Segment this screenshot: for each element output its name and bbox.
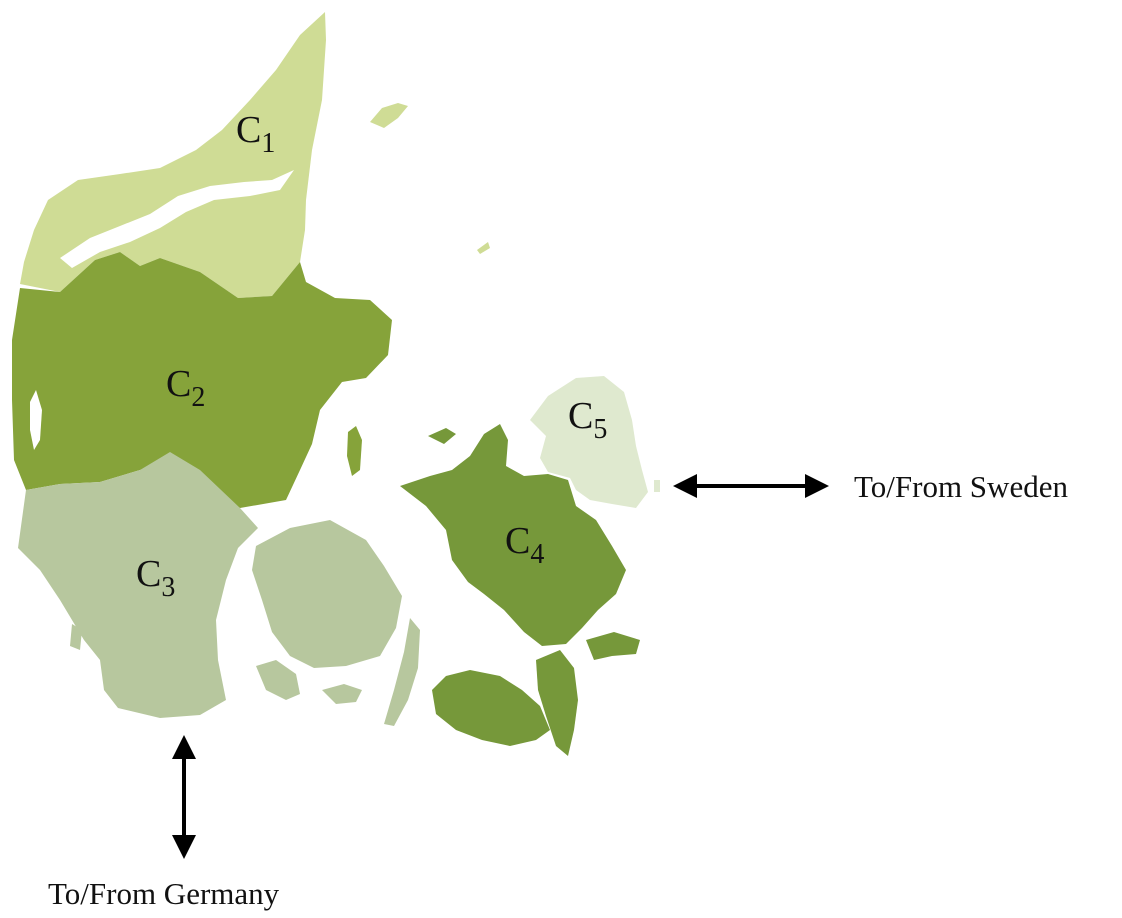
sweden-arrow-left-head xyxy=(673,474,697,498)
island-als xyxy=(256,660,300,700)
region-c5 xyxy=(530,376,660,508)
region-c3-shape xyxy=(18,452,258,718)
region-label-c5-index: 5 xyxy=(593,414,607,445)
region-label-c5: C5 xyxy=(568,395,607,445)
region-label-c4: C4 xyxy=(505,520,544,570)
region-label-c3: C3 xyxy=(136,553,175,603)
region-label-c2-letter: C xyxy=(166,363,191,405)
island-langeland xyxy=(384,618,420,726)
island-bornholm-marker xyxy=(654,480,660,492)
region-label-c1-index: 1 xyxy=(261,128,275,159)
region-label-c2: C2 xyxy=(166,363,205,413)
region-c2 xyxy=(12,252,392,508)
region-label-c4-index: 4 xyxy=(530,539,544,570)
island-anholt xyxy=(477,242,490,254)
island-sejero xyxy=(428,428,456,444)
region-c5-shape xyxy=(530,376,648,508)
region-c1 xyxy=(20,12,490,298)
sweden-connection xyxy=(673,474,829,498)
region-label-c4-letter: C xyxy=(505,520,530,562)
region-label-c3-index: 3 xyxy=(161,572,175,603)
region-c4 xyxy=(400,424,640,756)
sweden-connection-label: To/From Sweden xyxy=(854,469,1068,504)
island-falster xyxy=(536,650,578,756)
island-laeso xyxy=(370,103,408,128)
germany-connection xyxy=(172,735,196,859)
region-c1-shape xyxy=(20,12,326,298)
island-aero xyxy=(322,684,362,704)
region-label-c1-letter: C xyxy=(236,109,261,151)
germany-arrow-bottom-head xyxy=(172,835,196,859)
region-label-c2-index: 2 xyxy=(191,382,205,413)
region-label-c3-letter: C xyxy=(136,553,161,595)
region-label-c5-letter: C xyxy=(568,395,593,437)
island-funen xyxy=(252,520,402,668)
germany-arrow-top-head xyxy=(172,735,196,759)
region-label-c1: C1 xyxy=(236,109,275,159)
island-samso xyxy=(347,426,362,476)
limfjord-water xyxy=(60,170,294,268)
island-romo xyxy=(70,624,82,650)
island-fano xyxy=(58,566,72,590)
germany-connection-label: To/From Germany xyxy=(48,876,280,911)
region-c4-shape xyxy=(400,424,626,646)
island-mon xyxy=(586,632,640,660)
sweden-arrow-right-head xyxy=(805,474,829,498)
region-c2-shape xyxy=(12,252,392,508)
region-c3 xyxy=(18,452,420,726)
ringkobing-fjord xyxy=(30,390,42,450)
island-lolland xyxy=(432,670,550,746)
